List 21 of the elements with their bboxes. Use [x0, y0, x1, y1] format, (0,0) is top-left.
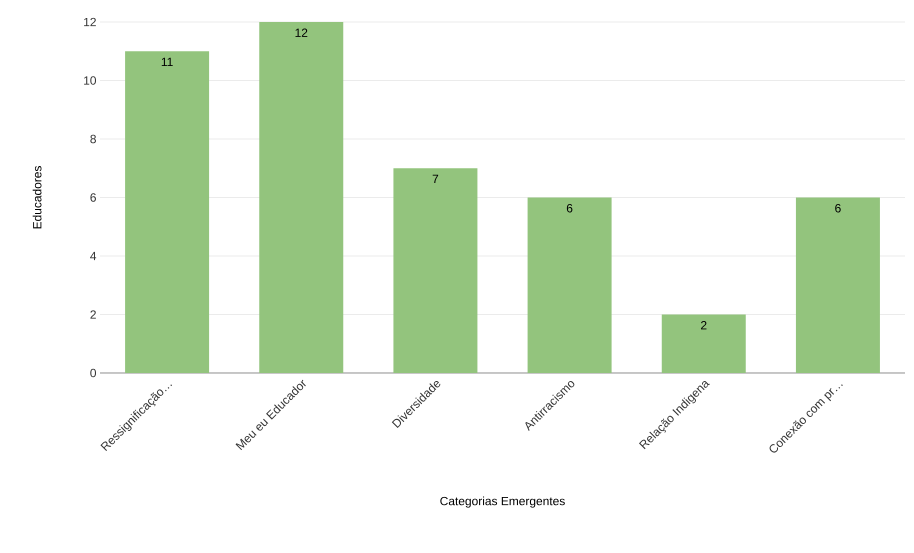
bar	[259, 22, 344, 373]
y-tick-label: 0	[90, 368, 96, 378]
data-label: 7	[432, 174, 438, 183]
bar	[662, 314, 746, 373]
data-label: 12	[296, 28, 308, 37]
data-label: 6	[566, 204, 572, 212]
y-tick-label: 8	[90, 134, 96, 144]
y-tick-label: 2	[90, 310, 96, 319]
data-label: 11	[162, 58, 173, 66]
bar	[796, 197, 880, 373]
bar	[393, 168, 478, 373]
data-label: 2	[701, 321, 706, 330]
data-label: 6	[835, 204, 841, 212]
y-tick-label: 10	[84, 76, 96, 85]
y-tick-label: 4	[90, 252, 96, 260]
y-tick-label: 12	[84, 18, 96, 26]
x-axis-title: Categorias Emergentes	[440, 496, 565, 508]
y-axis-title: Educadores	[32, 166, 42, 228]
bar	[528, 197, 612, 373]
y-tick-label: 6	[90, 193, 96, 202]
bar	[125, 51, 210, 373]
